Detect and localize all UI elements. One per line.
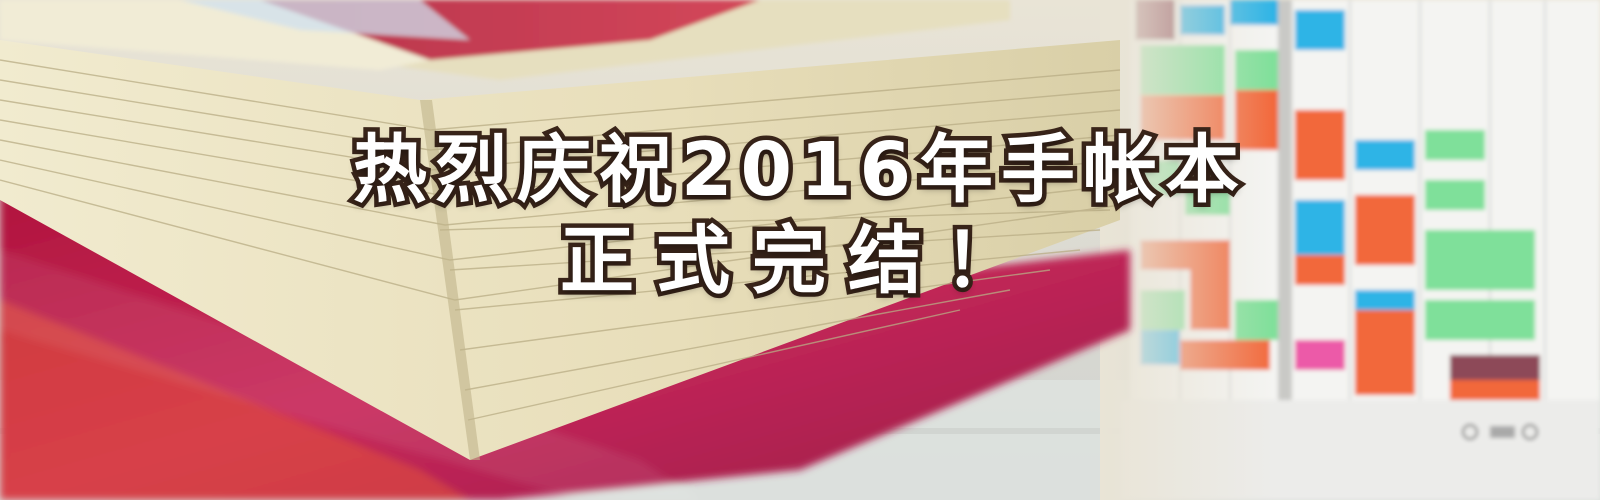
top-book [0,0,1010,80]
book-pages [0,40,1121,460]
